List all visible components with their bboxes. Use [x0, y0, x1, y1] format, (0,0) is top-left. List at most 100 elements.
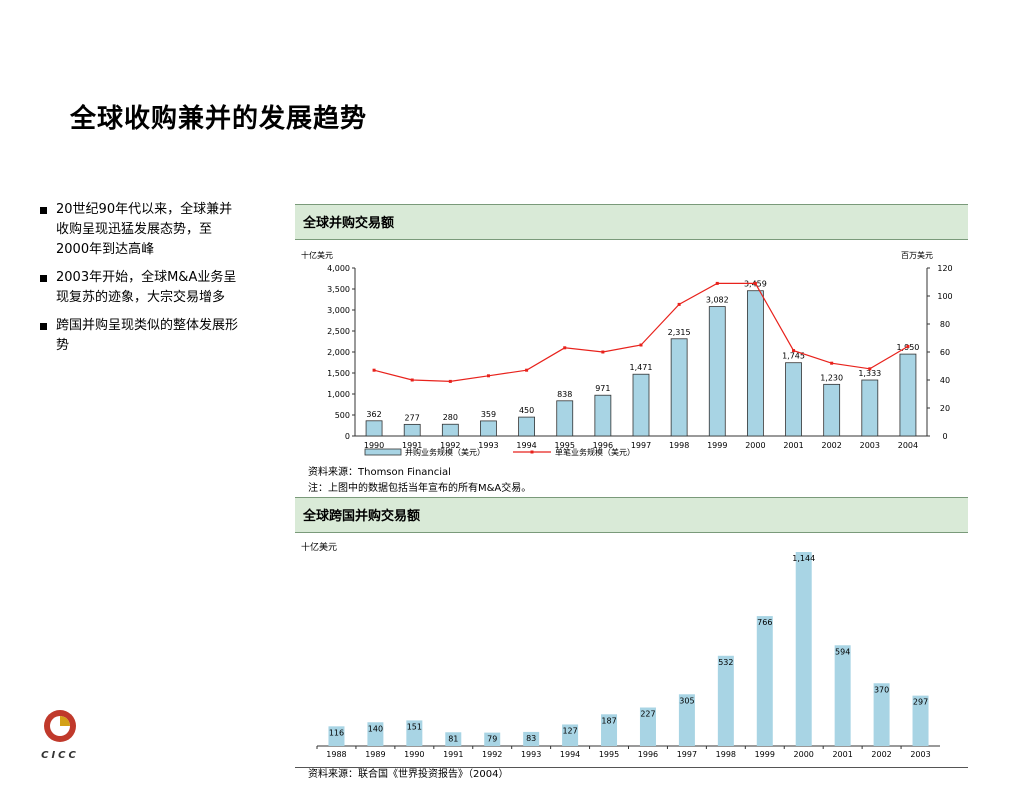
bar-1995 [601, 714, 618, 746]
x-tick-label: 1992 [440, 441, 460, 450]
chart2-source: 资料来源：联合国《世界投资报告》（2004） [308, 769, 509, 780]
legend-line-marker [530, 450, 534, 454]
bar-1988 [328, 726, 345, 746]
bar-label-1999: 766 [757, 618, 772, 627]
line-marker-1992 [448, 379, 452, 383]
bar-label-2001: 594 [835, 647, 850, 656]
bar-1995 [556, 400, 574, 437]
bar-label-1993: 83 [526, 734, 536, 743]
bar-1998 [670, 338, 688, 437]
right-tick-label: 80 [940, 320, 950, 329]
chart1-header: 全球并购交易额 [295, 204, 968, 240]
line-marker-2001 [792, 349, 796, 353]
x-tick-label: 2000 [794, 750, 814, 759]
logo-text: CICC [41, 750, 79, 761]
x-tick-label: 1990 [404, 750, 424, 759]
left-tick-label: 2,000 [327, 348, 350, 357]
bar-label-1999: 3,082 [706, 296, 729, 305]
bar-label-2001: 1,745 [782, 352, 805, 361]
x-tick-label: 1999 [707, 441, 727, 450]
x-tick-label: 1994 [560, 750, 580, 759]
x-tick-label: 1996 [638, 750, 658, 759]
bar-label-1998: 532 [718, 658, 733, 667]
line-marker-1998 [677, 302, 681, 306]
bar-label-1996: 971 [595, 384, 610, 393]
right-tick-label: 20 [940, 404, 950, 413]
bar-label-1995: 187 [601, 716, 616, 725]
bar-1997 [678, 694, 695, 746]
x-tick-label: 1990 [364, 441, 384, 450]
bar-label-1994: 127 [562, 726, 577, 735]
bar-2001 [785, 362, 802, 437]
bar-1998 [717, 655, 734, 746]
legend-bar-label: 并购业务规模（美元） [405, 447, 485, 457]
bar-1993 [523, 731, 540, 746]
bottom-divider [295, 767, 968, 768]
bullet-list: 20世纪90年代以来，全球兼并收购呈现迅猛发展态势，至2000年到达高峰 200… [38, 200, 238, 364]
x-tick-label: 1998 [716, 750, 736, 759]
bar-label-1988: 116 [329, 728, 344, 737]
x-tick-label: 2003 [910, 750, 930, 759]
x-tick-label: 1991 [402, 441, 422, 450]
x-tick-label: 2002 [821, 441, 841, 450]
bar-label-1997: 1,471 [630, 363, 653, 372]
x-tick-label: 1996 [593, 441, 613, 450]
right-tick-label: 120 [937, 264, 952, 273]
bar-2003 [861, 379, 879, 437]
x-tick-label: 1989 [365, 750, 385, 759]
x-tick-label: 1995 [599, 750, 619, 759]
bar-label-1996: 227 [640, 710, 655, 719]
x-tick-label: 2004 [898, 441, 918, 450]
x-tick-label: 2000 [745, 441, 765, 450]
x-tick-label: 1991 [443, 750, 463, 759]
line-marker-1990 [372, 368, 376, 372]
bar-2002 [823, 383, 841, 437]
bar-label-1991: 277 [405, 413, 420, 422]
x-tick-label: 1995 [555, 441, 575, 450]
square-bullet-icon [40, 323, 47, 330]
line-marker-2004 [906, 344, 910, 348]
cicc-logo: CICC [41, 710, 79, 761]
line-marker-2003 [868, 367, 872, 371]
right-tick-label: 60 [940, 348, 950, 357]
chart2-title: 全球跨国并购交易额 [303, 509, 421, 524]
bar-2004 [899, 353, 917, 437]
left-tick-label: 0 [345, 432, 350, 441]
bar-label-1994: 450 [519, 406, 534, 415]
bar-label-1997: 305 [679, 696, 694, 705]
chart1-source: 资料来源：Thomson Financial [308, 467, 451, 478]
bar-label-1992: 79 [487, 735, 497, 744]
bar-label-1998: 2,315 [668, 328, 691, 337]
page-title: 全球收购兼并的发展趋势 [70, 104, 368, 134]
x-tick-label: 2003 [860, 441, 880, 450]
square-bullet-icon [40, 275, 47, 282]
bar-2000 [746, 290, 764, 437]
bar-1992 [484, 732, 501, 746]
x-tick-label: 2002 [871, 750, 891, 759]
bar-1996 [594, 394, 612, 437]
bullet-item: 20世纪90年代以来，全球兼并收购呈现迅猛发展态势，至2000年到达高峰 [38, 200, 238, 260]
bar-label-2003: 1,333 [858, 369, 881, 378]
chart1-title: 全球并购交易额 [303, 216, 395, 231]
bar-label-1991: 81 [448, 734, 458, 743]
bar-1997 [632, 373, 650, 437]
left-tick-label: 3,000 [327, 306, 350, 315]
bar-1989 [367, 722, 384, 746]
bar-1994 [562, 724, 579, 746]
left-tick-label: 500 [335, 411, 350, 420]
bar-2000 [795, 552, 812, 746]
line-marker-2000 [753, 281, 757, 285]
cross-border-ma-value-chart: 十亿美元 116 1988 140 1989 151 1990 81 1991 79 1992 83 1… [301, 541, 940, 759]
x-tick-label: 2001 [832, 750, 852, 759]
bullet-text: 跨国并购呈现类似的整体发展形势 [56, 318, 239, 353]
line-marker-1995 [563, 346, 567, 350]
left-tick-label: 4,000 [327, 264, 350, 273]
chart1-note: 注：上图中的数据包括当年宣布的所有M&A交易。 [308, 483, 532, 494]
bar-2001 [834, 645, 851, 746]
x-tick-label: 1993 [478, 441, 498, 450]
bar-label-1995: 838 [557, 390, 572, 399]
right-tick-label: 0 [942, 432, 947, 441]
bar-1991 [403, 423, 421, 437]
left-tick-label: 2,500 [327, 327, 350, 336]
bar-label-1993: 359 [481, 410, 496, 419]
